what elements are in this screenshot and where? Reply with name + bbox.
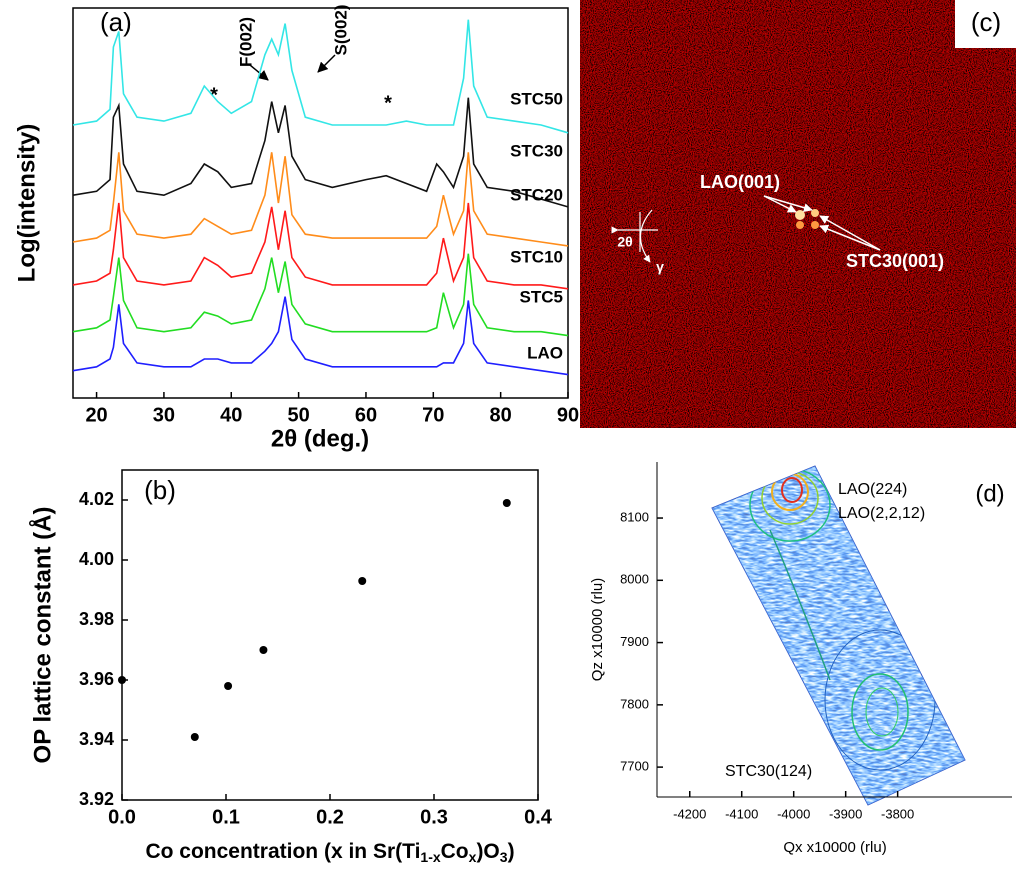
annotation: S(002): [331, 4, 350, 55]
x-tick-label: -3800: [881, 806, 914, 821]
annotation: STC30(124): [725, 763, 812, 780]
annotation: LAO(224): [838, 481, 907, 498]
y-axis-label: OP lattice constant (Å): [28, 507, 56, 764]
y-tick-label: 8100: [620, 509, 649, 524]
x-tick-label: 0.0: [108, 806, 136, 828]
data-point: [502, 499, 511, 507]
y-tick-label: 8000: [620, 572, 649, 587]
y-axis-label: Log(intensity): [13, 124, 40, 283]
annotation: (b): [144, 475, 176, 505]
series-label: STC30: [510, 141, 563, 160]
x-axis-label-part: )O: [476, 840, 499, 863]
y-tick-label: 4.02: [79, 489, 114, 509]
y-tick-label: 3.92: [79, 789, 114, 809]
series-label: STC5: [520, 287, 563, 306]
xrd-trace: [72, 97, 569, 208]
x-axis-label-part: ): [508, 840, 515, 863]
x-axis-label-part: x: [469, 849, 477, 865]
x-tick-label: -4000: [777, 806, 810, 821]
x-tick-label: -3900: [829, 806, 862, 821]
annotation: (a): [100, 7, 132, 37]
xrd-trace: [72, 202, 569, 290]
x-axis-label: 2θ (deg.): [271, 425, 369, 452]
y-axis-label: Qz x10000 (rlu): [589, 578, 606, 681]
y-tick-label: 3.96: [79, 669, 114, 689]
x-axis-label-part: 1-x: [420, 849, 440, 865]
y-tick-label: 7800: [620, 696, 649, 711]
annotation: F(002): [236, 17, 255, 67]
series-label: STC50: [510, 89, 563, 108]
annotation: *: [384, 92, 392, 114]
xrd-trace: [72, 296, 569, 376]
y-tick-label: 3.94: [79, 729, 114, 749]
annotation: γ: [656, 259, 664, 275]
data-point: [118, 676, 126, 684]
x-tick-label: 30: [153, 404, 175, 426]
x-tick-label: 90: [557, 404, 579, 426]
reciprocal-space-map: [711, 465, 966, 806]
xrd-trace: [72, 19, 569, 134]
x-tick-label: -4100: [725, 806, 758, 821]
annotation: (d): [975, 480, 1004, 507]
series-label: STC20: [510, 185, 563, 204]
x-tick-label: 0.4: [524, 806, 553, 828]
x-tick-label: 0.2: [316, 806, 344, 828]
x-tick-label: 70: [422, 404, 444, 426]
annotation: *: [210, 84, 218, 106]
annotation: LAO(001): [700, 172, 780, 192]
y-tick-label: 4.00: [79, 549, 114, 569]
y-tick-label: 7700: [620, 759, 649, 774]
series-label: STC10: [510, 247, 563, 266]
arrow: [317, 54, 336, 73]
xrd-trace: [72, 253, 569, 337]
x-tick-label: 80: [490, 404, 512, 426]
data-point: [358, 577, 367, 585]
annotation: STC30(001): [846, 251, 944, 271]
series-label: LAO: [527, 343, 563, 362]
y-tick-label: 7900: [620, 634, 649, 649]
x-tick-label: 60: [355, 404, 377, 426]
annotation: (c): [971, 7, 1001, 37]
data-point: [224, 682, 233, 690]
plot-frame: [121, 469, 539, 801]
annotation: LAO(2,2,12): [838, 505, 925, 522]
x-tick-label: 20: [85, 404, 107, 426]
plot-frame: [72, 7, 569, 399]
x-axis-label-part: Co: [441, 840, 469, 863]
data-point: [190, 733, 199, 741]
diffraction-image: [580, 0, 1016, 428]
x-axis-label: Qx x10000 (rlu): [783, 839, 886, 856]
x-axis-label: Co concentration (x in Sr(Ti1-xCox)O3): [145, 840, 514, 865]
annotation: 2θ: [617, 234, 632, 250]
x-tick-label: 40: [220, 404, 242, 426]
x-axis-label-part: 3: [500, 849, 508, 865]
xrd-trace: [72, 152, 569, 247]
x-tick-label: -4200: [673, 806, 706, 821]
data-point: [259, 646, 268, 654]
y-tick-label: 3.98: [79, 609, 114, 629]
x-axis-label-part: Co concentration (x in Sr(Ti: [145, 840, 420, 863]
x-tick-label: 0.1: [212, 806, 240, 828]
x-tick-label: 50: [287, 404, 309, 426]
x-tick-label: 0.3: [420, 806, 448, 828]
